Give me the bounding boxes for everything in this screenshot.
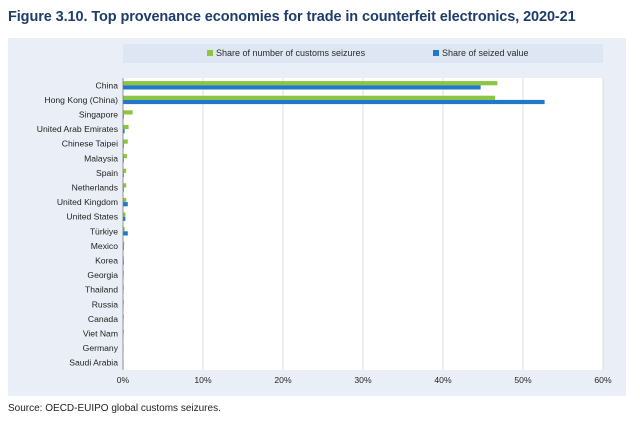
bar-seizures (123, 154, 127, 159)
x-tick-label: 40% (434, 375, 452, 385)
category-label: Chinese Taipei (62, 139, 118, 149)
bar-seizures (123, 81, 498, 86)
category-labels: China Hong Kong (China) Singapore United Ar… (37, 80, 119, 367)
category-label: Georgia (87, 270, 118, 280)
category-label: Netherlands (72, 183, 118, 193)
bar-seizures (123, 197, 127, 203)
bar-value (123, 216, 126, 221)
category-label: Hong Kong (China) (44, 95, 118, 105)
x-tick-label: 10% (194, 375, 212, 385)
bar-value (123, 231, 128, 236)
x-tick-label: 50% (514, 375, 532, 385)
category-label: China (96, 80, 119, 90)
category-label: Singapore (79, 110, 118, 120)
category-label: Russia (92, 299, 118, 309)
legend-box (123, 44, 603, 63)
category-label: Canada (88, 314, 118, 324)
x-tick-label: 60% (594, 375, 612, 385)
bar-value (123, 202, 128, 207)
bar-seizures (123, 110, 133, 115)
category-label: Germany (83, 343, 119, 353)
category-label: Mexico (91, 241, 118, 251)
legend-swatch (433, 50, 439, 56)
legend-label: Share of seized value (442, 48, 529, 58)
gridlines (202, 78, 604, 370)
category-label: Türkiye (90, 226, 118, 236)
bar-seizures (123, 183, 127, 188)
bar-value (123, 85, 481, 90)
bar-seizures (123, 168, 127, 173)
category-label: Spain (96, 168, 118, 178)
bar-seizures (123, 212, 126, 217)
bar-seizures (123, 241, 125, 246)
source-note: Source: OECD-EUIPO global customs seizur… (8, 403, 221, 414)
category-label: Korea (95, 256, 118, 266)
category-label: Thailand (85, 285, 118, 295)
legend-swatch (207, 50, 213, 56)
x-tick-labels: 0% 10% 20% 30% 40% 50% 60% (117, 375, 612, 385)
category-label: United Kingdom (57, 197, 118, 207)
category-label: United Arab Emirates (37, 124, 118, 134)
chart-title: Figure 3.10. Top provenance economies fo… (8, 9, 576, 25)
bar-value (123, 129, 125, 134)
category-label: United States (66, 212, 118, 222)
category-label: Malaysia (84, 153, 118, 163)
x-tick-label: 20% (274, 375, 292, 385)
bar-seizures (123, 124, 129, 130)
bar-seizures (123, 95, 495, 100)
bar-seizures (123, 227, 125, 232)
x-tick-label: 0% (117, 375, 130, 385)
bar-value (123, 99, 545, 105)
x-tick-label: 30% (354, 375, 372, 385)
category-label: Saudi Arabia (69, 358, 118, 368)
legend-label: Share of number of customs seizures (216, 48, 366, 58)
legend: Share of number of customs seizures Share… (207, 48, 529, 58)
category-label: Viet Nam (83, 329, 118, 339)
bar-seizures (123, 139, 128, 144)
